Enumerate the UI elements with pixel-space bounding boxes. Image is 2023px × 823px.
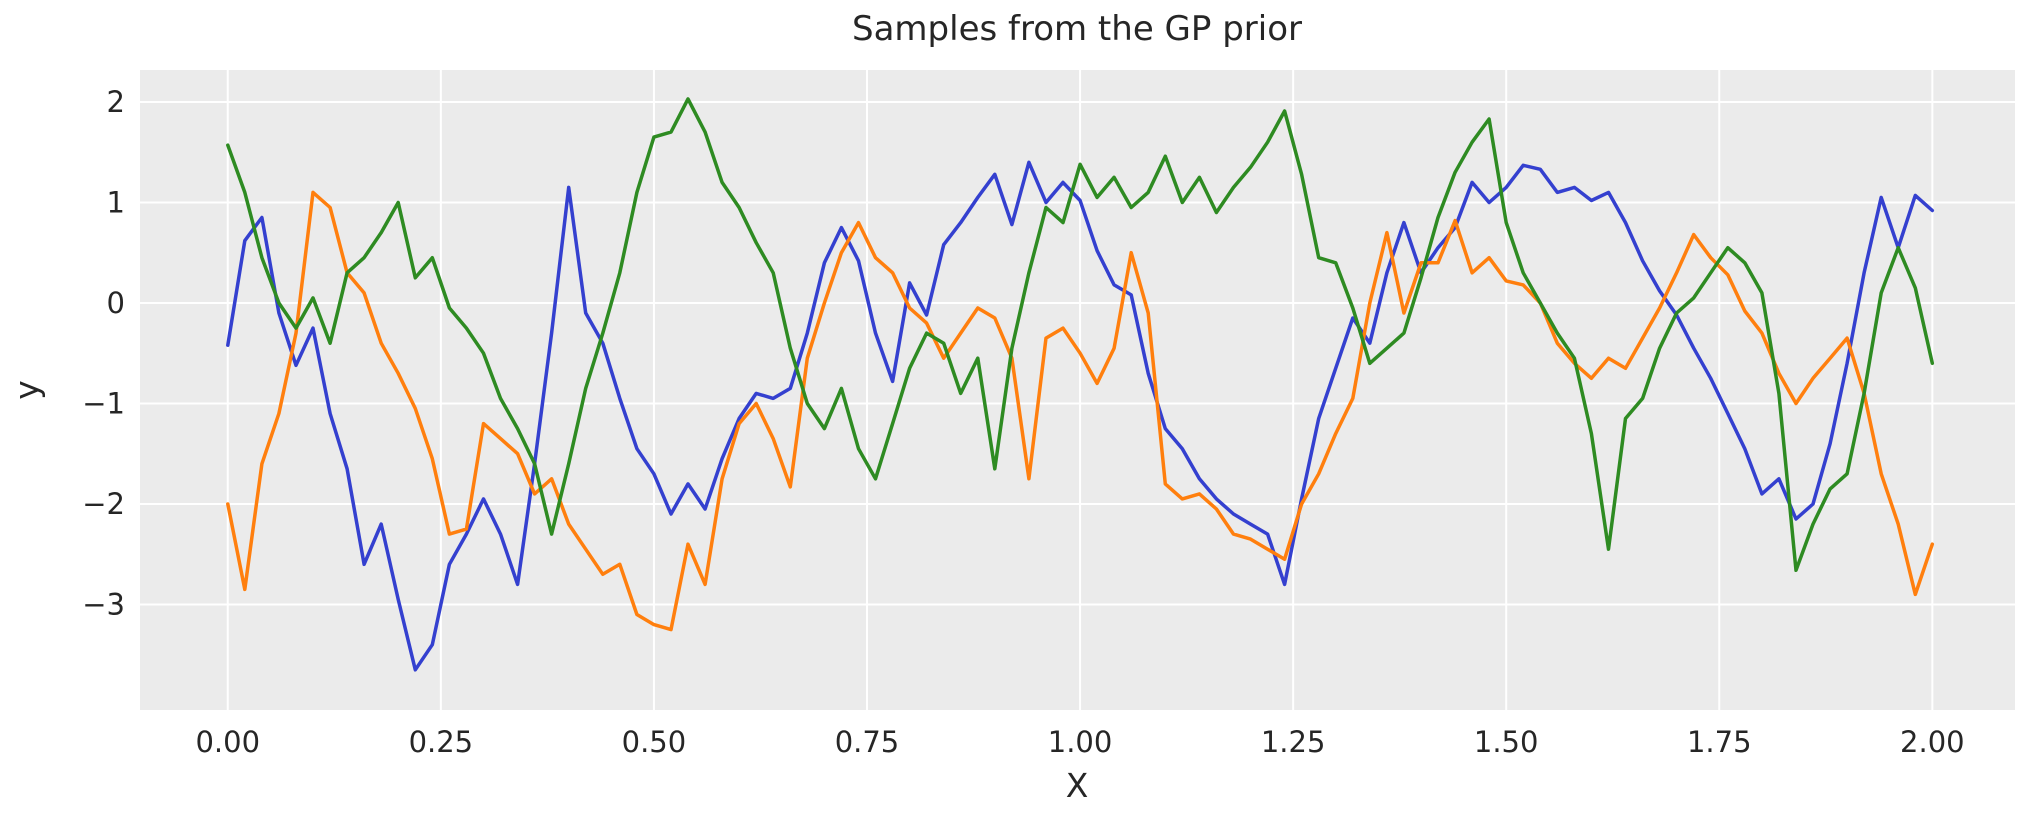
- x-tick-label: 1.75: [1687, 725, 1752, 759]
- x-tick-label: 0.25: [409, 725, 474, 759]
- x-tick-label: 2.00: [1900, 725, 1965, 759]
- y-tick-label: −3: [82, 587, 125, 621]
- y-tick-label: −2: [82, 487, 125, 521]
- y-tick-labels: 2 1 0 −1 −2 −3: [82, 85, 125, 622]
- y-tick-label: 0: [107, 286, 125, 320]
- plot-area: [140, 70, 2015, 710]
- grid-layer: [140, 70, 2015, 710]
- series-layer: [226, 97, 1935, 672]
- y-tick-label: 1: [107, 185, 125, 219]
- x-tick-label: 1.00: [1048, 725, 1113, 759]
- y-axis-label: y: [7, 380, 46, 400]
- x-tick-label: 0.00: [195, 725, 260, 759]
- x-tick-label: 1.50: [1474, 725, 1539, 759]
- x-axis-label: X: [1066, 766, 1089, 805]
- series-line-gp-sample-3: [226, 97, 1935, 573]
- series-line-gp-sample-2: [226, 190, 1935, 632]
- y-tick-label: −1: [82, 386, 125, 420]
- x-tick-label: 0.75: [835, 725, 900, 759]
- series-line-gp-sample-1: [226, 160, 1935, 672]
- x-tick-label: 0.50: [622, 725, 687, 759]
- chart-title: Samples from the GP prior: [852, 9, 1302, 49]
- y-tick-label: 2: [107, 85, 125, 119]
- x-tick-label: 1.25: [1261, 725, 1326, 759]
- x-tick-labels: 0.00 0.25 0.50 0.75 1.00 1.25 1.50 1.75 2.00: [195, 725, 1964, 759]
